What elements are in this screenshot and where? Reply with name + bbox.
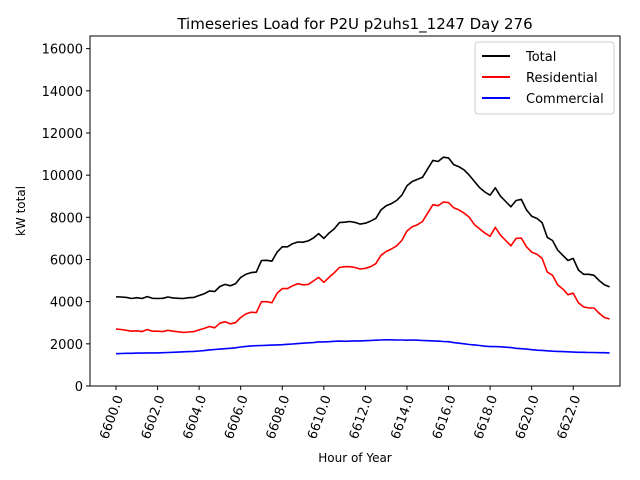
y-axis-label: kW total [14, 186, 28, 236]
y-tick-label: 4000 [50, 296, 83, 311]
chart-title: Timeseries Load for P2U p2uhs1_1247 Day … [176, 15, 532, 34]
legend-label-residential: Residential [526, 71, 598, 86]
y-tick-label: 12000 [42, 127, 83, 142]
legend-frame [474, 41, 615, 115]
y-tick-label: 8000 [50, 211, 83, 226]
x-axis-label: Hour of Year [318, 451, 392, 465]
plot-frame [89, 35, 621, 387]
series-line-total [115, 156, 610, 300]
y-tick-label: 6000 [50, 253, 83, 268]
y-tick-label: 16000 [42, 43, 83, 58]
y-tick-label: 0 [75, 380, 83, 395]
y-axis: 0 2000 4000 6000 8000 10000 12000 14000 16000 [42, 43, 90, 395]
series-line-residential [115, 201, 610, 334]
y-tick-label: 14000 [42, 85, 83, 100]
series-line-commercial [115, 338, 610, 355]
y-tick-label: 2000 [50, 338, 83, 353]
legend-label-total: Total [525, 50, 556, 65]
legend: Total Residential Commercial [474, 41, 615, 115]
plot-lines [115, 156, 610, 355]
y-tick-label: 10000 [42, 169, 83, 184]
legend-label-commercial: Commercial [526, 92, 604, 107]
